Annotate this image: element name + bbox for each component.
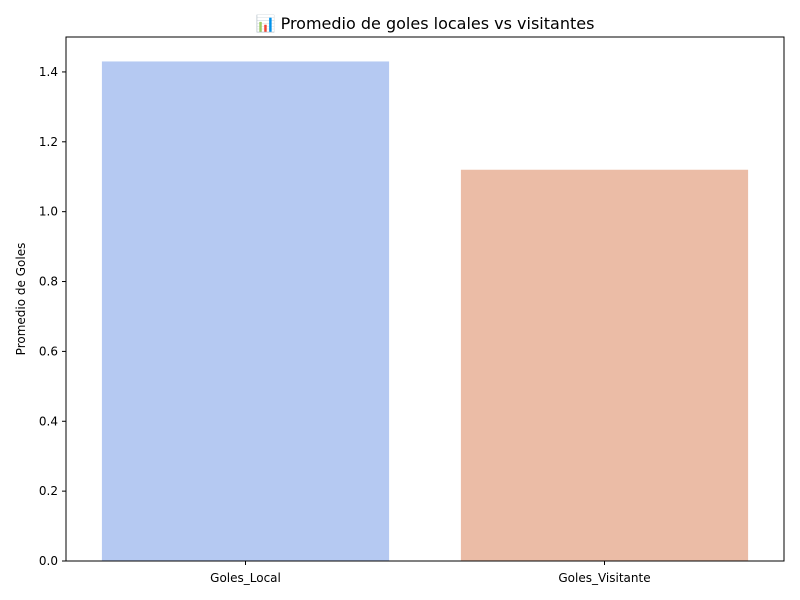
bar-goles-visitante <box>460 169 749 561</box>
y-tick-label: 0.4 <box>39 414 58 428</box>
y-tick-label: 1.2 <box>39 135 58 149</box>
x-tick-label: Goles_Visitante <box>558 571 650 585</box>
y-tick-label: 0.2 <box>39 484 58 498</box>
y-tick-label: 0.8 <box>39 275 58 289</box>
y-tick-label: 0.0 <box>39 554 58 568</box>
y-tick-label: 1.4 <box>39 65 58 79</box>
y-tick-label: 0.6 <box>39 344 58 358</box>
bars-layer <box>101 61 749 561</box>
y-axis-label: Promedio de Goles <box>14 243 28 356</box>
x-tick-label: Goles_Local <box>210 571 281 585</box>
bar-goles-local <box>101 61 390 561</box>
y-axis: 0.0 0.2 0.4 0.6 0.8 1.0 1.2 1.4 <box>39 65 66 568</box>
plot-frame <box>65 36 785 562</box>
chart-title: 📊 Promedio de goles locales vs visitante… <box>256 14 595 33</box>
y-tick-label: 1.0 <box>39 205 58 219</box>
x-axis: Goles_Local Goles_Visitante <box>210 561 651 585</box>
